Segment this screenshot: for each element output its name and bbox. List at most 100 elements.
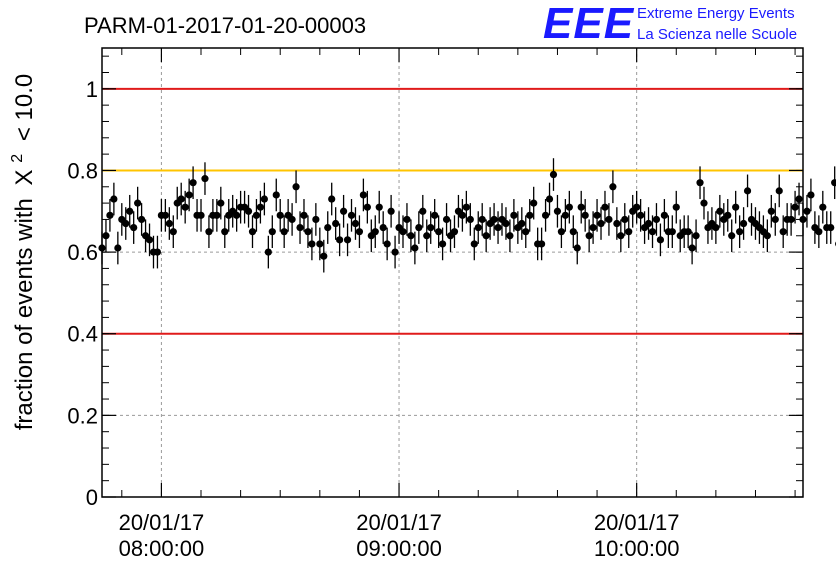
data-point (423, 219, 431, 253)
data-marker (415, 224, 423, 232)
data-point (213, 199, 221, 232)
data-point (474, 211, 482, 244)
data-marker (399, 228, 407, 236)
data-point (260, 182, 268, 216)
data-marker (625, 228, 633, 236)
data-point (435, 215, 443, 249)
data-point (205, 215, 213, 249)
data-point (593, 199, 601, 232)
data-point (478, 203, 486, 236)
data-point (815, 215, 823, 249)
grid (102, 48, 803, 497)
y-tick-label: 0 (86, 485, 98, 510)
data-point (240, 190, 249, 224)
data-point (704, 211, 712, 244)
x-tick-date: 20/01/17 (594, 510, 680, 535)
y-tick-label: 0.2 (67, 403, 98, 428)
data-point (700, 186, 708, 220)
data-point (613, 207, 621, 240)
data-marker (605, 215, 613, 224)
data-marker (387, 207, 395, 215)
data-point (300, 199, 308, 232)
data-point (217, 186, 225, 220)
data-point (530, 186, 538, 220)
data-point (276, 199, 284, 232)
eee-logo-mark: EEE (543, 0, 635, 48)
data-point (280, 215, 288, 249)
data-point (446, 219, 455, 253)
data-marker (803, 207, 811, 215)
data-marker (375, 203, 383, 211)
data-marker (530, 199, 538, 207)
data-point (126, 194, 134, 228)
data-point (775, 174, 783, 208)
data-point (197, 199, 205, 232)
data-point (336, 223, 344, 257)
data-marker (660, 211, 668, 219)
data-marker (736, 228, 744, 236)
data-marker (328, 195, 336, 203)
data-point (549, 158, 558, 191)
data-marker (668, 228, 676, 236)
data-marker (831, 179, 836, 187)
data-point (201, 162, 209, 195)
data-marker (320, 252, 328, 260)
data-marker (474, 224, 482, 232)
data-point (482, 219, 490, 253)
data-point (688, 231, 696, 265)
data-marker (589, 224, 597, 232)
eee-logo: EEE Extreme Energy Events La Scienza nel… (543, 0, 797, 48)
data-marker (114, 244, 122, 252)
data-point (819, 190, 827, 224)
data-point (787, 203, 795, 236)
data-marker (561, 211, 569, 219)
data-marker (252, 211, 261, 219)
data-marker (672, 203, 680, 211)
data-point (141, 219, 150, 253)
data-point (284, 199, 292, 232)
data-point (173, 186, 181, 220)
data-marker (819, 203, 827, 211)
data-point (233, 199, 241, 232)
data-point (256, 190, 265, 224)
data-point (751, 207, 760, 240)
data-marker (407, 232, 415, 240)
data-point (629, 194, 637, 228)
data-marker (470, 240, 478, 248)
data-marker (260, 195, 268, 203)
data-point (561, 199, 569, 232)
data-marker (633, 203, 641, 211)
data-point (379, 211, 387, 244)
y-axis-label-exponent: 2 (9, 154, 26, 163)
data-point (438, 227, 447, 261)
data-marker (169, 228, 177, 236)
data-point (419, 194, 427, 228)
data-point (708, 207, 716, 240)
data-point (763, 219, 771, 253)
data-marker (138, 215, 146, 224)
data-marker (248, 228, 257, 236)
data-marker (581, 211, 589, 219)
data-point (332, 207, 340, 240)
data-point (427, 211, 435, 244)
data-marker (221, 228, 229, 236)
data-marker (577, 203, 585, 211)
data-point (545, 182, 554, 216)
data-marker (648, 228, 657, 236)
data-point (736, 215, 744, 249)
data-point (185, 178, 193, 212)
data-marker (807, 191, 815, 199)
data-marker (296, 224, 304, 232)
data-point (739, 207, 748, 240)
data-point (660, 199, 668, 232)
data-point (268, 215, 276, 249)
y-axis-label: fraction of events with X 2 < 10.0 (9, 74, 38, 430)
data-marker (609, 183, 617, 191)
data-marker (336, 236, 344, 244)
data-marker (391, 248, 399, 256)
data-marker (787, 215, 795, 224)
data-marker (312, 215, 320, 224)
data-point (712, 211, 720, 244)
data-point (367, 219, 375, 253)
data-point (605, 203, 613, 236)
